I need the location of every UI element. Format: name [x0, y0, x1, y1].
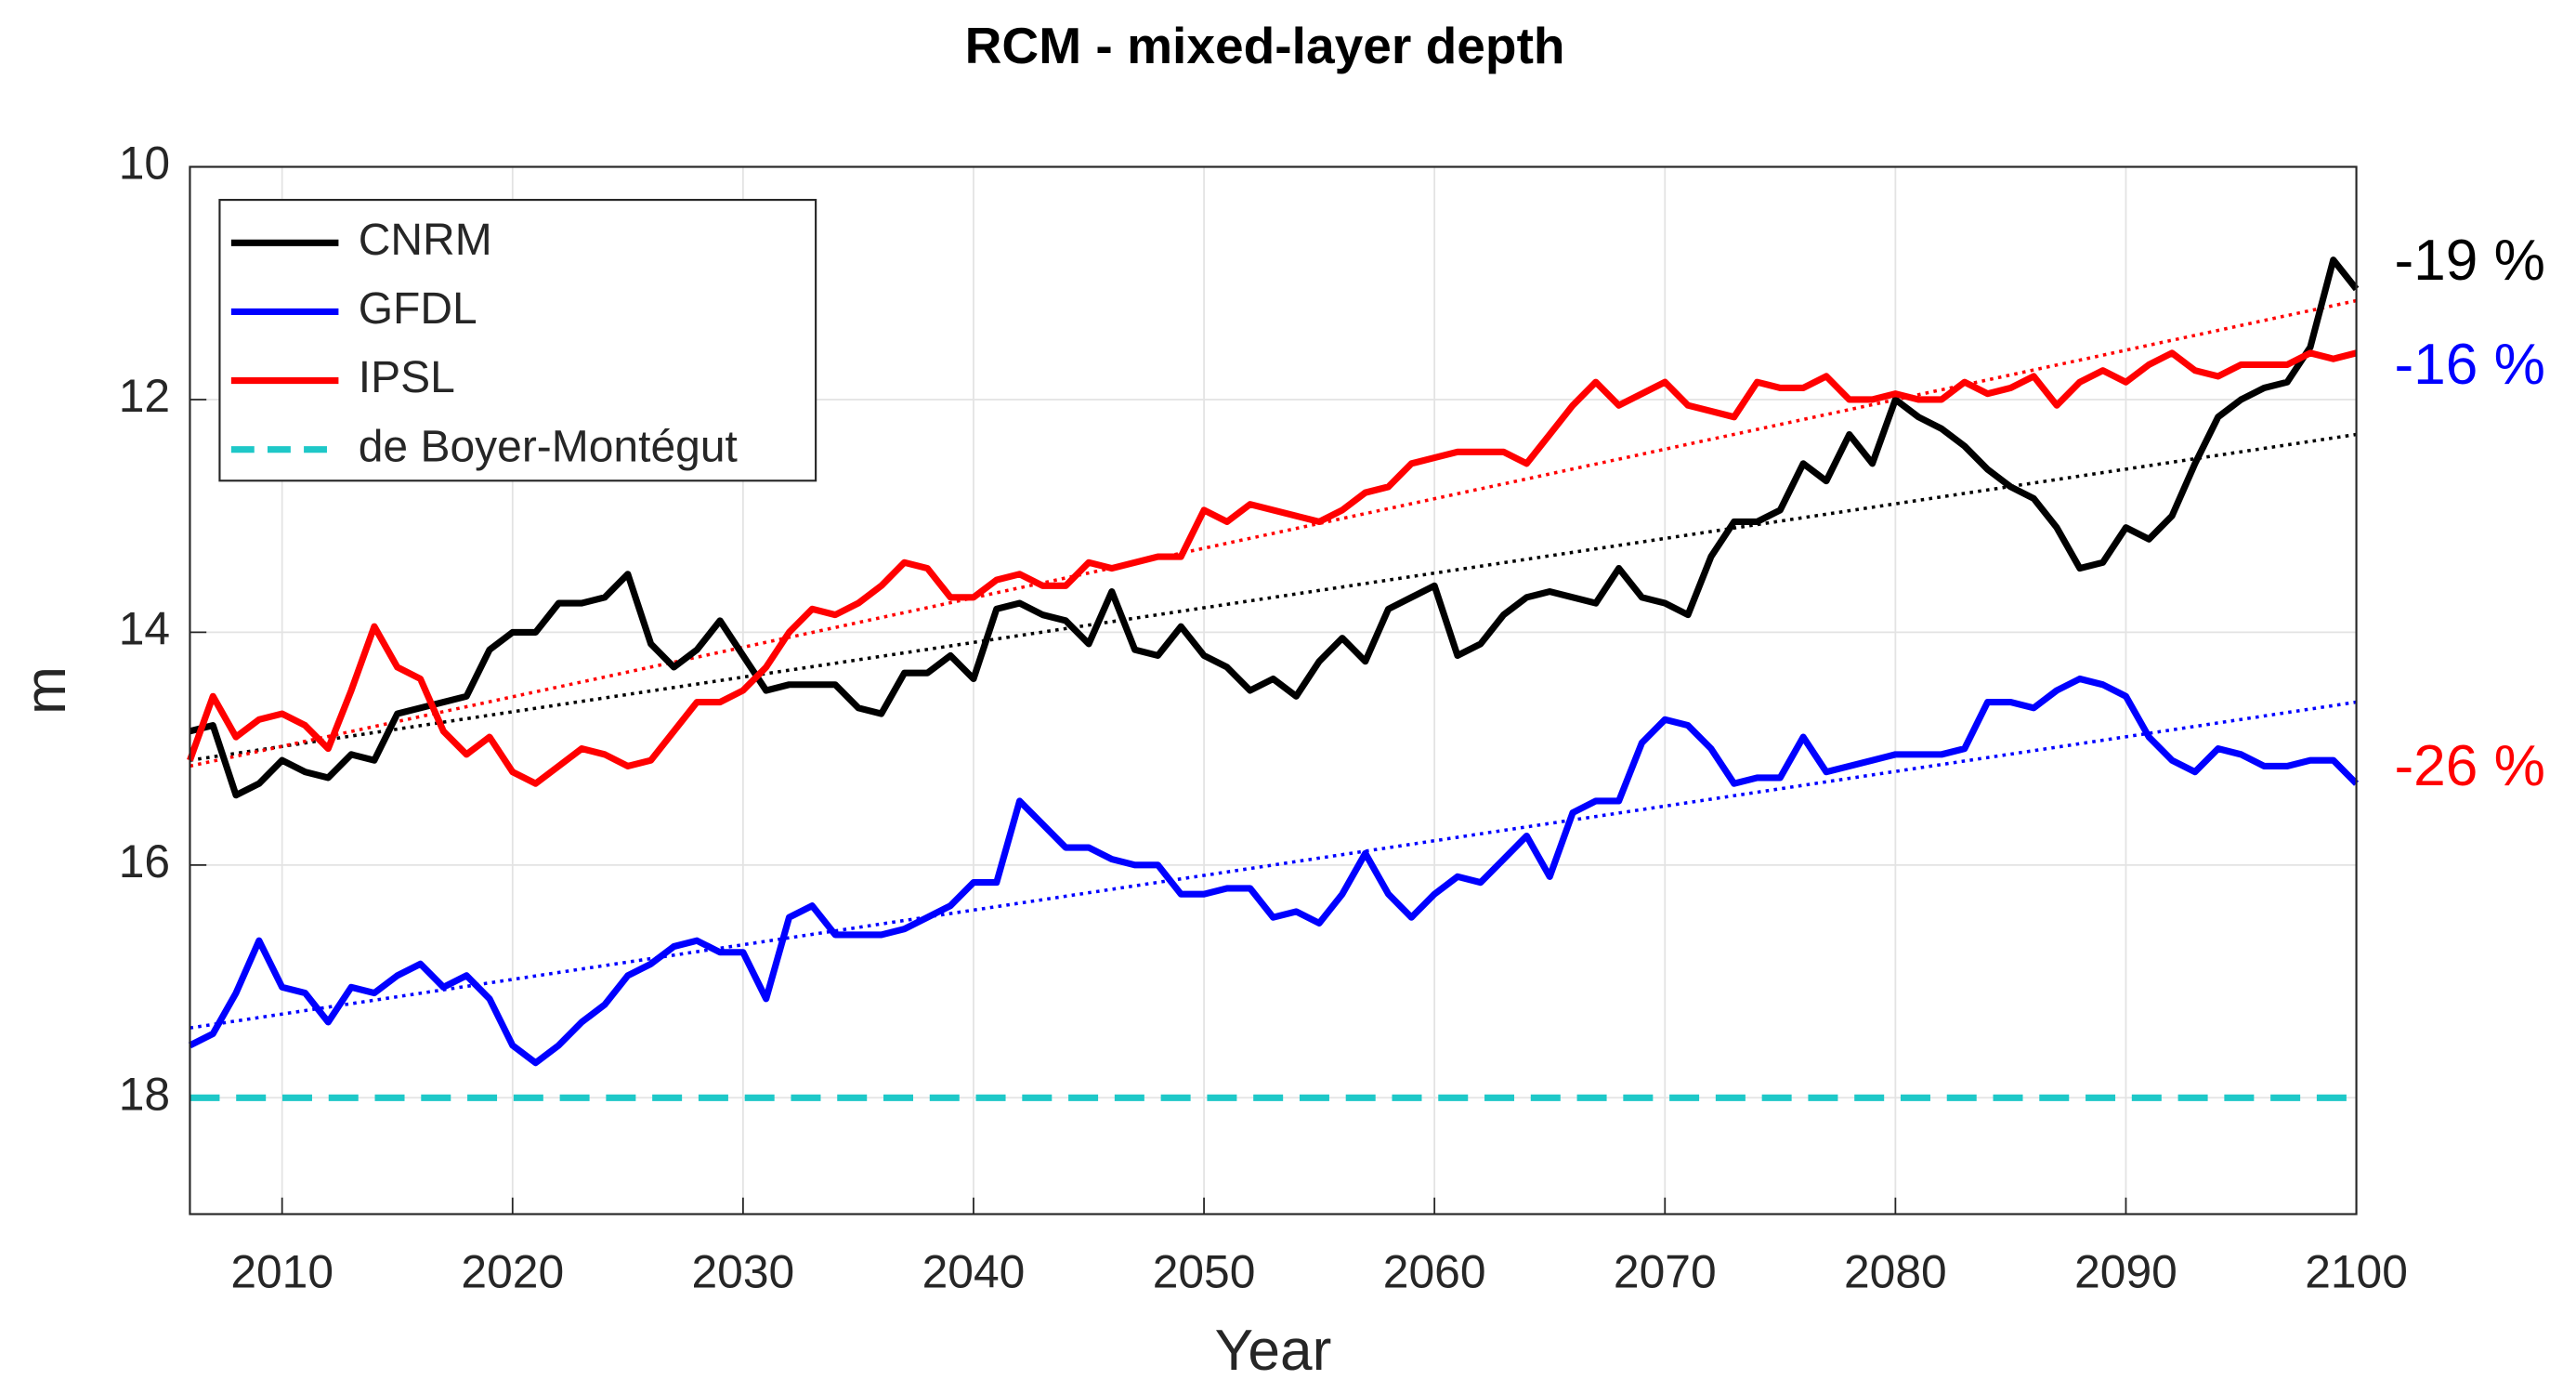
x-tick-label: 2070 [1614, 1245, 1717, 1297]
x-tick-label: 2100 [2305, 1245, 2408, 1297]
legend-label: GFDL [359, 284, 477, 334]
x-tick-label: 2060 [1383, 1245, 1486, 1297]
y-tick-label: 12 [119, 370, 170, 422]
trend-line [190, 432, 2357, 762]
data-line [187, 349, 2358, 787]
annotation: -26 % [2394, 734, 2545, 798]
data-line [188, 675, 2360, 1067]
x-tick-label: 2030 [692, 1245, 795, 1297]
x-tick-label: 2040 [922, 1245, 1026, 1297]
annotation: -19 % [2394, 229, 2545, 293]
data-line [189, 256, 2360, 799]
y-tick-label: 18 [119, 1068, 170, 1120]
y-tick-label: 14 [119, 603, 170, 655]
chart-title: RCM - mixed-layer depth [965, 17, 1565, 74]
legend-label: de Boyer-Montégut [359, 422, 738, 471]
y-tick-label: 16 [119, 835, 170, 887]
annotation: -16 % [2394, 333, 2545, 397]
legend-box [218, 199, 817, 482]
x-tick-label: 2090 [2074, 1245, 2177, 1297]
y-tick-label: 10 [119, 138, 170, 190]
x-tick-label: 2080 [1844, 1245, 1947, 1297]
x-tick-label: 2010 [230, 1245, 333, 1297]
trend-line [190, 298, 2357, 769]
legend-label: IPSL [359, 353, 455, 402]
x-axis-label: Year [1215, 1319, 1332, 1383]
plot-frame [189, 165, 2358, 1216]
x-tick-label: 2020 [461, 1245, 564, 1297]
legend-label: CNRM [359, 216, 492, 265]
y-axis-label: m [14, 666, 78, 715]
trend-line [190, 700, 2357, 1030]
x-tick-label: 2050 [1153, 1245, 1256, 1297]
